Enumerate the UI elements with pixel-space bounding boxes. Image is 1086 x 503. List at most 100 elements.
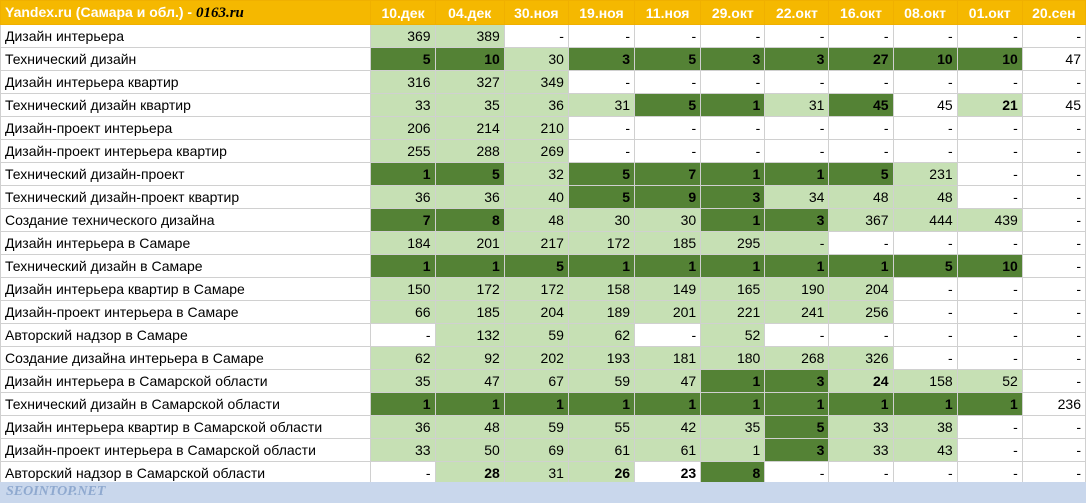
position-cell: 5 — [370, 47, 436, 71]
position-cell: 5 — [828, 162, 894, 186]
position-cell: 35 — [370, 369, 436, 393]
query-cell: Технический дизайн в Самаре — [0, 254, 372, 278]
position-cell: 1 — [764, 392, 830, 416]
position-cell: 3 — [764, 369, 830, 393]
position-cell: 52 — [700, 323, 766, 347]
date-header: 19.ноя — [567, 0, 636, 25]
position-cell: 43 — [892, 438, 958, 462]
position-cell: 1 — [828, 392, 894, 416]
date-header: 29.окт — [700, 0, 766, 25]
position-cell: 33 — [370, 93, 436, 117]
position-cell: - — [892, 116, 958, 140]
position-cell: 1 — [503, 392, 569, 416]
position-cell: - — [1021, 300, 1086, 324]
position-cell: 367 — [828, 208, 894, 232]
position-cell: 48 — [503, 208, 569, 232]
position-cell: 47 — [634, 369, 702, 393]
position-cell: 45 — [1021, 93, 1086, 117]
date-header: 08.окт — [892, 0, 958, 25]
date-header: 30.ноя — [503, 0, 569, 25]
position-cell: 1 — [434, 254, 505, 278]
position-cell: 1 — [828, 254, 894, 278]
position-cell: 5 — [764, 415, 830, 439]
position-cell: 269 — [503, 139, 569, 163]
position-cell: 439 — [956, 208, 1023, 232]
position-cell: 21 — [956, 93, 1023, 117]
position-cell: 327 — [434, 70, 505, 94]
query-cell: Дизайн интерьера квартир — [0, 70, 372, 94]
position-cell: 31 — [764, 93, 830, 117]
date-header: 16.окт — [828, 0, 894, 25]
position-cell: - — [1021, 208, 1086, 232]
query-cell: Дизайн-проект интерьера в Самарской обла… — [0, 438, 372, 462]
position-cell: 47 — [434, 369, 505, 393]
position-cell: - — [567, 70, 636, 94]
position-cell: - — [892, 70, 958, 94]
position-cell: 1 — [700, 369, 766, 393]
table-row: Технический дизайн в Самаре 1 1 5 1 1 1 1 1 5 10- — [0, 254, 1086, 278]
position-cell: - — [1021, 254, 1086, 278]
position-cell: - — [700, 116, 766, 140]
position-cell: 3 — [567, 47, 636, 71]
position-cell: 32 — [503, 162, 569, 186]
table-row: Дизайн-проект интерьера 206 214 210- - - - - - - - — [0, 116, 1086, 140]
position-cell: - — [828, 231, 894, 255]
position-cell: 389 — [434, 24, 505, 48]
query-cell: Авторский надзор в Самаре — [0, 323, 372, 347]
query-cell: Технический дизайн квартир — [0, 93, 372, 117]
position-cell: 132 — [434, 323, 505, 347]
position-cell: 35 — [434, 93, 505, 117]
position-cell: - — [1021, 162, 1086, 186]
position-cell: 295 — [700, 231, 766, 255]
position-cell: 1 — [764, 162, 830, 186]
table-row: Дизайн-проект интерьера в Самаре 66 185 204… — [0, 300, 1086, 324]
position-cell: 59 — [503, 415, 569, 439]
position-cell: - — [828, 116, 894, 140]
table-row: Дизайн интерьера квартир 316 327 349- - - - - - -… — [0, 70, 1086, 94]
position-cell: 165 — [700, 277, 766, 301]
position-cell: 66 — [370, 300, 436, 324]
table-row: Дизайн интерьера квартир в Самаре 150 172 1… — [0, 277, 1086, 301]
position-cell: - — [956, 185, 1023, 209]
title-separator: - — [183, 4, 196, 20]
position-cell: 1 — [700, 392, 766, 416]
query-cell: Создание технического дизайна — [0, 208, 372, 232]
query-cell: Дизайн-проект интерьера — [0, 116, 372, 140]
position-cell: - — [567, 24, 636, 48]
date-header: 01.окт — [956, 0, 1023, 25]
query-cell: Авторский надзор в Самарской области — [0, 461, 372, 485]
position-cell: 1 — [370, 254, 436, 278]
position-cell: 180 — [700, 346, 766, 370]
position-cell: - — [828, 139, 894, 163]
position-cell: - — [956, 231, 1023, 255]
position-cell: 1 — [567, 254, 636, 278]
table-row: Создание дизайна интерьера в Самаре 62 92 2… — [0, 346, 1086, 370]
query-cell: Дизайн интерьера — [0, 24, 372, 48]
position-cell: - — [634, 323, 702, 347]
position-cell: 10 — [956, 47, 1023, 71]
query-cell: Дизайн-проект интерьера квартир — [0, 139, 372, 163]
table-row: Дизайн-проект интерьера квартир 255 288 269… — [0, 139, 1086, 163]
query-cell: Технический дизайн-проект квартир — [0, 185, 372, 209]
position-cell: 8 — [434, 208, 505, 232]
position-cell: 10 — [434, 47, 505, 71]
position-cell: 5 — [634, 47, 702, 71]
date-header: 04.дек — [434, 0, 505, 25]
position-cell: - — [892, 323, 958, 347]
position-cell: - — [764, 139, 830, 163]
position-cell: 217 — [503, 231, 569, 255]
table-row: Технический дизайн-проект 1 5 32 5 7 1 1 5 231- - — [0, 162, 1086, 186]
query-cell: Технический дизайн — [0, 47, 372, 71]
table-row: Технический дизайн 5 10 30 3 5 3 3 27 10 10 47 — [0, 47, 1086, 71]
position-cell: - — [892, 461, 958, 485]
position-cell: 36 — [370, 415, 436, 439]
position-cell: 30 — [503, 47, 569, 71]
position-cell: 55 — [567, 415, 636, 439]
position-cell: 31 — [503, 461, 569, 485]
position-cell: 31 — [567, 93, 636, 117]
position-cell: - — [956, 162, 1023, 186]
position-cell: 149 — [634, 277, 702, 301]
position-cell: 1 — [370, 162, 436, 186]
position-cell: 10 — [956, 254, 1023, 278]
position-cell: 369 — [370, 24, 436, 48]
